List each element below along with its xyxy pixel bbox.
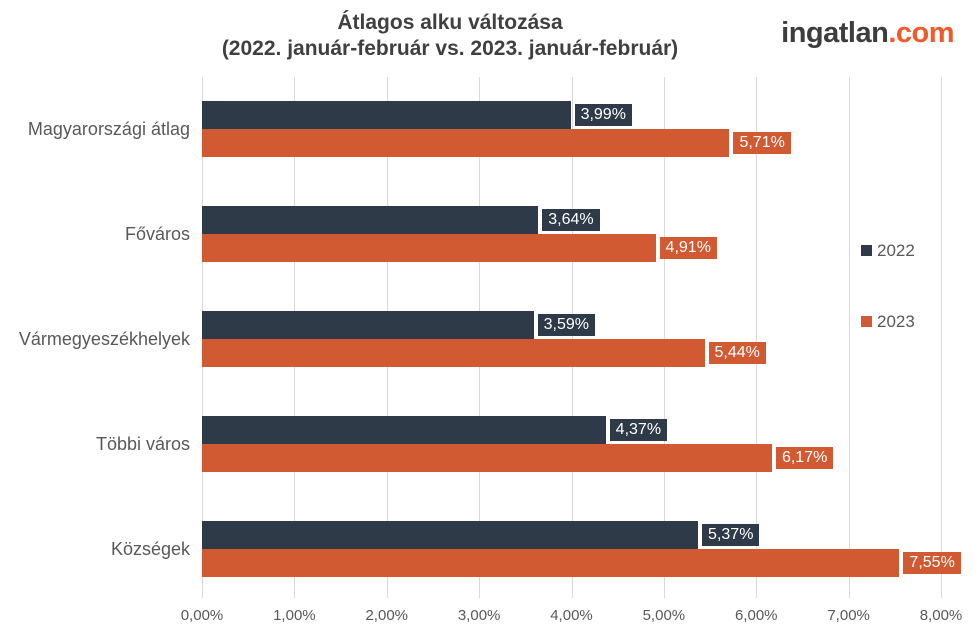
data-label-2022-4: 4,37% bbox=[609, 419, 668, 441]
category-label: Községek bbox=[110, 539, 190, 559]
data-label-2022-3: 3,59% bbox=[537, 314, 595, 336]
x-axis-tick-label: 7,00% bbox=[827, 607, 870, 624]
category-label: Vármegyeszékhelyek bbox=[18, 329, 190, 349]
bar-2023-2 bbox=[202, 234, 656, 262]
x-axis-tick-label: 3,00% bbox=[457, 607, 501, 624]
bar-2022-5 bbox=[202, 521, 699, 549]
legend-swatch-icon bbox=[861, 245, 872, 256]
gridline bbox=[941, 77, 942, 598]
data-label-2023-2: 4,91% bbox=[659, 237, 717, 259]
category-label: Magyarországi átlag bbox=[27, 119, 190, 139]
gridline bbox=[756, 77, 758, 598]
legend-item-2022: 2022 bbox=[861, 240, 915, 262]
data-label-2022-1: 3,99% bbox=[574, 104, 632, 126]
x-axis-tick-label: 4,00% bbox=[550, 607, 593, 624]
logo-name-text: ingatlan bbox=[781, 17, 889, 49]
gridline bbox=[848, 77, 850, 598]
logo-tld-text: .com bbox=[888, 17, 954, 49]
bar-2022-4 bbox=[202, 416, 606, 444]
bar-2023-4 bbox=[202, 444, 772, 472]
bar-2023-5 bbox=[202, 549, 900, 577]
legend-item-2023: 2023 bbox=[861, 311, 915, 333]
x-axis-tick-label: 2,00% bbox=[365, 607, 409, 624]
bar-2022-2 bbox=[202, 206, 539, 234]
category-label: Főváros bbox=[124, 224, 190, 244]
chart-title-line1: Átlagos alku változása bbox=[337, 11, 563, 34]
x-axis-tick-label: 8,00% bbox=[919, 607, 963, 624]
x-axis-tick-label: 1,00% bbox=[273, 607, 316, 624]
x-axis-tick-label: 6,00% bbox=[734, 607, 778, 624]
bar-2022-3 bbox=[202, 311, 534, 339]
data-label-2023-3: 5,44% bbox=[708, 342, 766, 364]
bar-2023-3 bbox=[202, 339, 705, 367]
chart-title: Átlagos alku változása (2022. január-feb… bbox=[0, 10, 900, 62]
chart-title-line2: (2022. január-február vs. 2023. január-f… bbox=[221, 37, 679, 60]
ingatlan-logo: ingatlan.com bbox=[781, 17, 954, 50]
data-label-2023-4: 6,17% bbox=[775, 447, 834, 469]
data-label-2023-5: 7,55% bbox=[903, 552, 961, 574]
gridline bbox=[663, 77, 665, 598]
x-axis-tick-label: 0,00% bbox=[180, 607, 224, 624]
gridline bbox=[571, 77, 573, 598]
legend-swatch-icon bbox=[861, 316, 872, 327]
data-label-2023-1: 5,71% bbox=[733, 132, 791, 154]
bar-2022-1 bbox=[202, 101, 571, 129]
legend-label: 2023 bbox=[877, 312, 915, 331]
bar-2023-1 bbox=[202, 129, 730, 157]
data-label-2022-2: 3,64% bbox=[542, 209, 600, 231]
x-axis-tick-label: 5,00% bbox=[642, 607, 686, 624]
data-label-2022-5: 5,37% bbox=[702, 524, 760, 546]
legend-label: 2022 bbox=[877, 241, 915, 260]
category-label: Többi város bbox=[95, 434, 190, 454]
